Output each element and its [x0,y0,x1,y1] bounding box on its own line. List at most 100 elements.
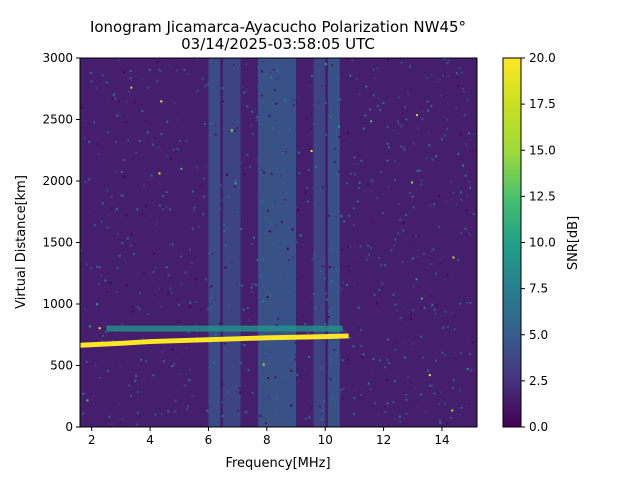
heatmap-pixel [370,120,373,123]
heatmap-pixel [128,384,131,387]
heatmap-pixel [176,69,179,72]
heatmap-pixel [191,394,194,397]
heatmap-pixel [292,98,295,101]
heatmap-pixel [372,222,374,225]
heatmap-pixel [416,114,418,117]
heatmap-pixel [264,422,267,425]
heatmap-pixel [471,263,474,265]
heatmap-pixel [301,244,304,246]
heatmap-pixel [263,419,266,422]
heatmap-pixel [158,172,161,175]
heatmap-pixel [199,221,202,224]
heatmap-pixel [307,168,310,171]
heatmap-pixel [99,349,102,352]
heatmap-pixel [451,409,454,412]
heatmap-pixel [141,77,144,80]
heatmap-pixel [206,83,209,86]
heatmap-pixel [394,348,397,351]
heatmap-pixel [223,229,226,232]
heatmap-pixel [321,323,324,326]
heatmap-pixel [367,382,370,385]
heatmap-pixel [135,151,138,154]
heatmap-pixel [394,340,397,343]
heatmap-pixel [147,86,150,89]
heatmap-pixel [314,166,317,169]
heatmap-pixel [311,258,314,261]
heatmap-pixel [178,372,181,375]
heatmap-pixel [455,106,458,109]
heatmap-pixel [230,260,233,263]
heatmap-pixel [220,382,223,385]
heatmap-pixel [352,207,355,210]
heatmap-pixel [386,402,389,405]
heatmap-pixel [147,313,150,316]
heatmap-pixel [461,87,464,90]
heatmap-pixel [372,257,375,260]
heatmap-pixel [433,392,436,395]
heatmap-pixel [80,395,82,398]
heatmap-pixel [276,396,278,399]
heatmap-pixel [277,75,280,78]
heatmap-pixel [149,215,152,217]
heatmap-pixel [100,220,103,223]
heatmap-pixel [311,186,314,189]
heatmap-pixel [104,279,107,282]
x-axis: 2 4 6 8 10 12 14 [88,427,450,447]
heatmap-pixel [298,172,301,175]
heatmap-pixel [411,257,414,260]
heatmap-pixel [203,177,205,180]
heatmap-pixel [378,257,381,260]
heatmap-pixel [438,195,440,198]
heatmap-pixel [452,256,455,259]
heatmap-pixel [190,261,193,264]
heatmap-pixel [431,303,434,306]
heatmap-pixel [264,352,267,355]
heatmap-pixel [261,94,263,97]
heatmap-pixel [137,391,140,393]
heatmap-pixel [345,182,348,185]
heatmap-pixel [342,281,345,284]
heatmap-pixel [177,298,180,301]
heatmap-pixel [246,307,249,309]
heatmap-pixel [133,101,136,103]
heatmap-pixel [152,271,155,273]
heatmap-pixel [316,291,319,294]
heatmap-pixel [357,327,360,330]
heatmap-pixel [129,77,132,80]
heatmap-pixel [125,284,128,287]
heatmap-pixel [447,326,449,329]
heatmap-pixel [348,336,351,339]
heatmap-pixel [159,305,162,308]
heatmap-pixel [257,419,260,422]
heatmap-pixel [221,87,224,90]
heatmap-pixel [243,91,246,94]
heatmap-pixel [93,224,96,226]
heatmap-pixel [272,68,275,71]
heatmap-pixel [342,387,345,390]
heatmap-pixel [358,92,361,95]
heatmap-pixel [238,391,241,394]
heatmap-pixel [206,409,209,412]
heatmap-pixel [412,206,415,209]
heatmap-pixel [425,410,428,413]
heatmap-pixel [364,114,367,117]
heatmap-pixel [256,258,259,261]
heatmap-pixel [423,252,425,255]
heatmap-pixel [452,379,455,382]
heatmap-pixel [178,303,180,306]
heatmap-pixel [353,162,356,165]
heatmap-pixel [393,380,396,383]
heatmap-pixel [81,368,84,370]
heatmap-pixel [165,191,168,194]
heatmap-pixel [173,102,176,105]
heatmap-pixel [208,252,211,255]
heatmap-pixel [136,411,139,414]
heatmap-pixel [282,151,285,154]
heatmap-pixel [398,85,401,88]
y-axis-label: Virtual Distance[km] [14,175,29,309]
heatmap-pixel [194,300,197,303]
heatmap-pixel [174,399,177,402]
heatmap-pixel [465,233,468,236]
heatmap-pixel [458,67,461,70]
heatmap-pixel [318,101,321,103]
